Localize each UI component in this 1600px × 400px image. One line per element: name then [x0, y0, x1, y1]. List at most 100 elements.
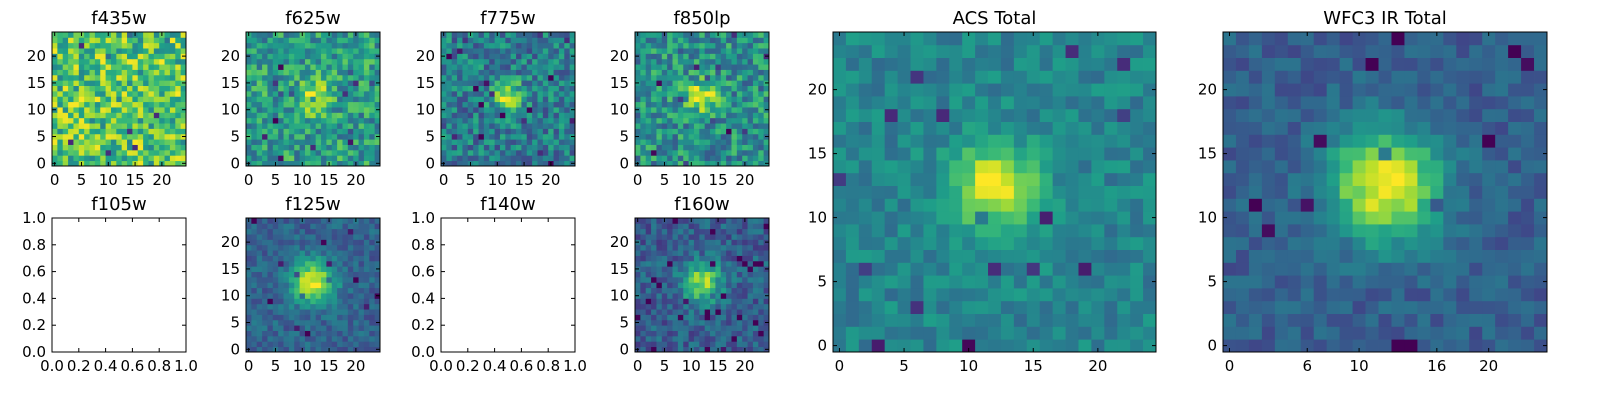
heatmap-cell — [521, 123, 528, 129]
heatmap-cell — [127, 85, 133, 92]
heatmap-cell — [858, 288, 873, 302]
heatmap-cell — [1104, 160, 1118, 174]
heatmap-cell — [635, 64, 641, 70]
heatmap-cell — [688, 149, 695, 156]
heatmap-cell — [548, 112, 554, 119]
heatmap-cell — [1287, 300, 1302, 314]
heatmap-cell — [1261, 262, 1276, 276]
heatmap-cell — [635, 223, 641, 230]
heatmap-cell — [299, 80, 306, 86]
heatmap-cell — [548, 133, 554, 140]
heatmap-cell — [132, 42, 139, 49]
heatmap-cell — [677, 155, 684, 162]
heatmap-cell — [68, 85, 74, 92]
heatmap-cell — [1013, 262, 1028, 276]
heatmap-cell — [89, 128, 96, 135]
heatmap-cell — [337, 123, 343, 129]
heatmap-cell — [278, 112, 284, 119]
heatmap-cell — [288, 244, 295, 251]
heatmap-cell — [845, 275, 860, 289]
heatmap-cell — [526, 64, 533, 70]
heatmap-cell — [688, 228, 695, 235]
heatmap-cell — [1430, 288, 1444, 302]
heatmap-cell — [137, 58, 144, 65]
heatmap-cell — [105, 117, 112, 124]
heatmap-cell — [553, 90, 560, 97]
heatmap-cell — [159, 139, 165, 145]
heatmap-cell — [752, 303, 759, 310]
heatmap-cell — [110, 101, 117, 108]
heatmap-cell — [542, 112, 549, 119]
heatmap-cell — [521, 85, 528, 92]
heatmap-cell — [62, 101, 69, 108]
heatmap-cell — [677, 160, 684, 167]
heatmap-cell — [532, 37, 538, 44]
heatmap-cell — [704, 37, 711, 44]
heatmap-cell — [1026, 83, 1041, 97]
heatmap-cell — [267, 117, 274, 124]
heatmap-cell — [478, 85, 485, 92]
heatmap-cell — [374, 250, 381, 256]
heatmap-cell — [1378, 198, 1392, 212]
heatmap-cell — [1104, 262, 1118, 276]
heatmap-cell — [975, 224, 989, 238]
y-tick-label: 0 — [425, 154, 435, 172]
heatmap-cell — [294, 123, 300, 129]
heatmap-cell — [94, 80, 101, 86]
heatmap-cell — [1065, 147, 1079, 161]
heatmap-cell — [704, 325, 711, 331]
heatmap-cell — [699, 123, 706, 129]
heatmap-cell — [78, 155, 85, 162]
heatmap-cell — [645, 128, 652, 135]
heatmap-cell — [672, 53, 679, 60]
heatmap-cell — [726, 123, 732, 129]
heatmap-cell — [736, 37, 743, 44]
heatmap-cell — [677, 74, 684, 81]
heatmap-cell — [897, 275, 911, 289]
heatmap-cell — [337, 32, 343, 38]
heatmap-cell — [672, 85, 679, 92]
heatmap-cell — [731, 330, 738, 337]
heatmap-cell — [683, 155, 689, 162]
heatmap-cell — [1248, 262, 1263, 276]
heatmap-cell — [645, 266, 652, 272]
heatmap-cell — [169, 117, 176, 124]
heatmap-cell — [100, 74, 106, 81]
heatmap-cell — [704, 149, 711, 156]
heatmap-cell — [100, 160, 106, 167]
heatmap-cell — [677, 234, 684, 240]
x-tick-label: 0.8 — [536, 357, 560, 375]
heatmap-cell — [640, 282, 647, 289]
heatmap-cell — [845, 70, 860, 84]
heatmap-cell — [558, 64, 565, 70]
heatmap-cell — [521, 101, 528, 108]
heatmap-cell — [548, 48, 554, 54]
heatmap-cell — [1469, 300, 1483, 314]
heatmap-cell — [884, 134, 898, 148]
heatmap-cell — [337, 276, 343, 283]
heatmap-cell — [358, 133, 365, 140]
heatmap-cell — [1365, 275, 1379, 289]
heatmap-cell — [353, 244, 359, 251]
heatmap-cell — [1352, 262, 1366, 276]
heatmap-cell — [1365, 224, 1379, 238]
heatmap-cell — [1013, 83, 1028, 97]
heatmap-cell — [731, 117, 738, 124]
heatmap-cell — [710, 42, 716, 49]
heatmap-cell — [315, 123, 322, 129]
heatmap-cell — [526, 74, 533, 81]
heatmap-cell — [342, 325, 349, 331]
heatmap-cell — [1469, 275, 1483, 289]
heatmap-cell — [342, 260, 349, 267]
heatmap-cell — [553, 69, 560, 76]
heatmap-cell — [672, 42, 679, 49]
heatmap-cell — [672, 250, 679, 256]
heatmap-cell — [467, 117, 474, 124]
heatmap-cell — [132, 107, 139, 113]
heatmap-cell — [715, 282, 722, 289]
heatmap-cell — [1287, 198, 1302, 212]
heatmap-cell — [272, 107, 279, 113]
heatmap-cell — [251, 244, 258, 251]
heatmap-cell — [1534, 249, 1548, 263]
heatmap-cell — [699, 133, 706, 140]
